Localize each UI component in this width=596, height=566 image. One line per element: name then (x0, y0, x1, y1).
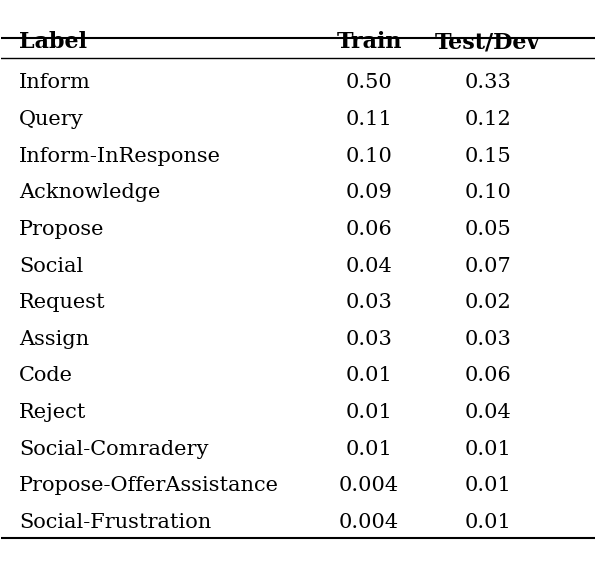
Text: Propose-OfferAssistance: Propose-OfferAssistance (19, 476, 279, 495)
Text: Test/Dev: Test/Dev (435, 31, 541, 53)
Text: Social: Social (19, 256, 83, 276)
Text: 0.06: 0.06 (464, 366, 511, 385)
Text: 0.33: 0.33 (464, 74, 511, 92)
Text: 0.10: 0.10 (346, 147, 393, 166)
Text: 0.10: 0.10 (464, 183, 511, 202)
Text: Reject: Reject (19, 403, 86, 422)
Text: 0.03: 0.03 (346, 330, 393, 349)
Text: Query: Query (19, 110, 84, 129)
Text: Label: Label (19, 31, 87, 53)
Text: Assign: Assign (19, 330, 89, 349)
Text: Social-Comradery: Social-Comradery (19, 440, 209, 458)
Text: Acknowledge: Acknowledge (19, 183, 160, 202)
Text: 0.03: 0.03 (346, 293, 393, 312)
Text: 0.15: 0.15 (464, 147, 511, 166)
Text: 0.07: 0.07 (464, 256, 511, 276)
Text: Social-Frustration: Social-Frustration (19, 513, 212, 532)
Text: 0.01: 0.01 (464, 440, 511, 458)
Text: 0.01: 0.01 (346, 440, 393, 458)
Text: 0.01: 0.01 (464, 476, 511, 495)
Text: 0.01: 0.01 (346, 366, 393, 385)
Text: Train: Train (336, 31, 402, 53)
Text: Request: Request (19, 293, 106, 312)
Text: 0.01: 0.01 (464, 513, 511, 532)
Text: 0.11: 0.11 (346, 110, 393, 129)
Text: 0.03: 0.03 (464, 330, 511, 349)
Text: Propose: Propose (19, 220, 105, 239)
Text: 0.50: 0.50 (346, 74, 393, 92)
Text: 0.01: 0.01 (346, 403, 393, 422)
Text: 0.05: 0.05 (464, 220, 511, 239)
Text: 0.04: 0.04 (464, 403, 511, 422)
Text: Code: Code (19, 366, 73, 385)
Text: 0.06: 0.06 (346, 220, 393, 239)
Text: 0.12: 0.12 (464, 110, 511, 129)
Text: 0.004: 0.004 (339, 513, 399, 532)
Text: 0.02: 0.02 (464, 293, 511, 312)
Text: 0.09: 0.09 (346, 183, 393, 202)
Text: Inform-InResponse: Inform-InResponse (19, 147, 221, 166)
Text: 0.04: 0.04 (346, 256, 393, 276)
Text: 0.004: 0.004 (339, 476, 399, 495)
Text: Inform: Inform (19, 74, 91, 92)
